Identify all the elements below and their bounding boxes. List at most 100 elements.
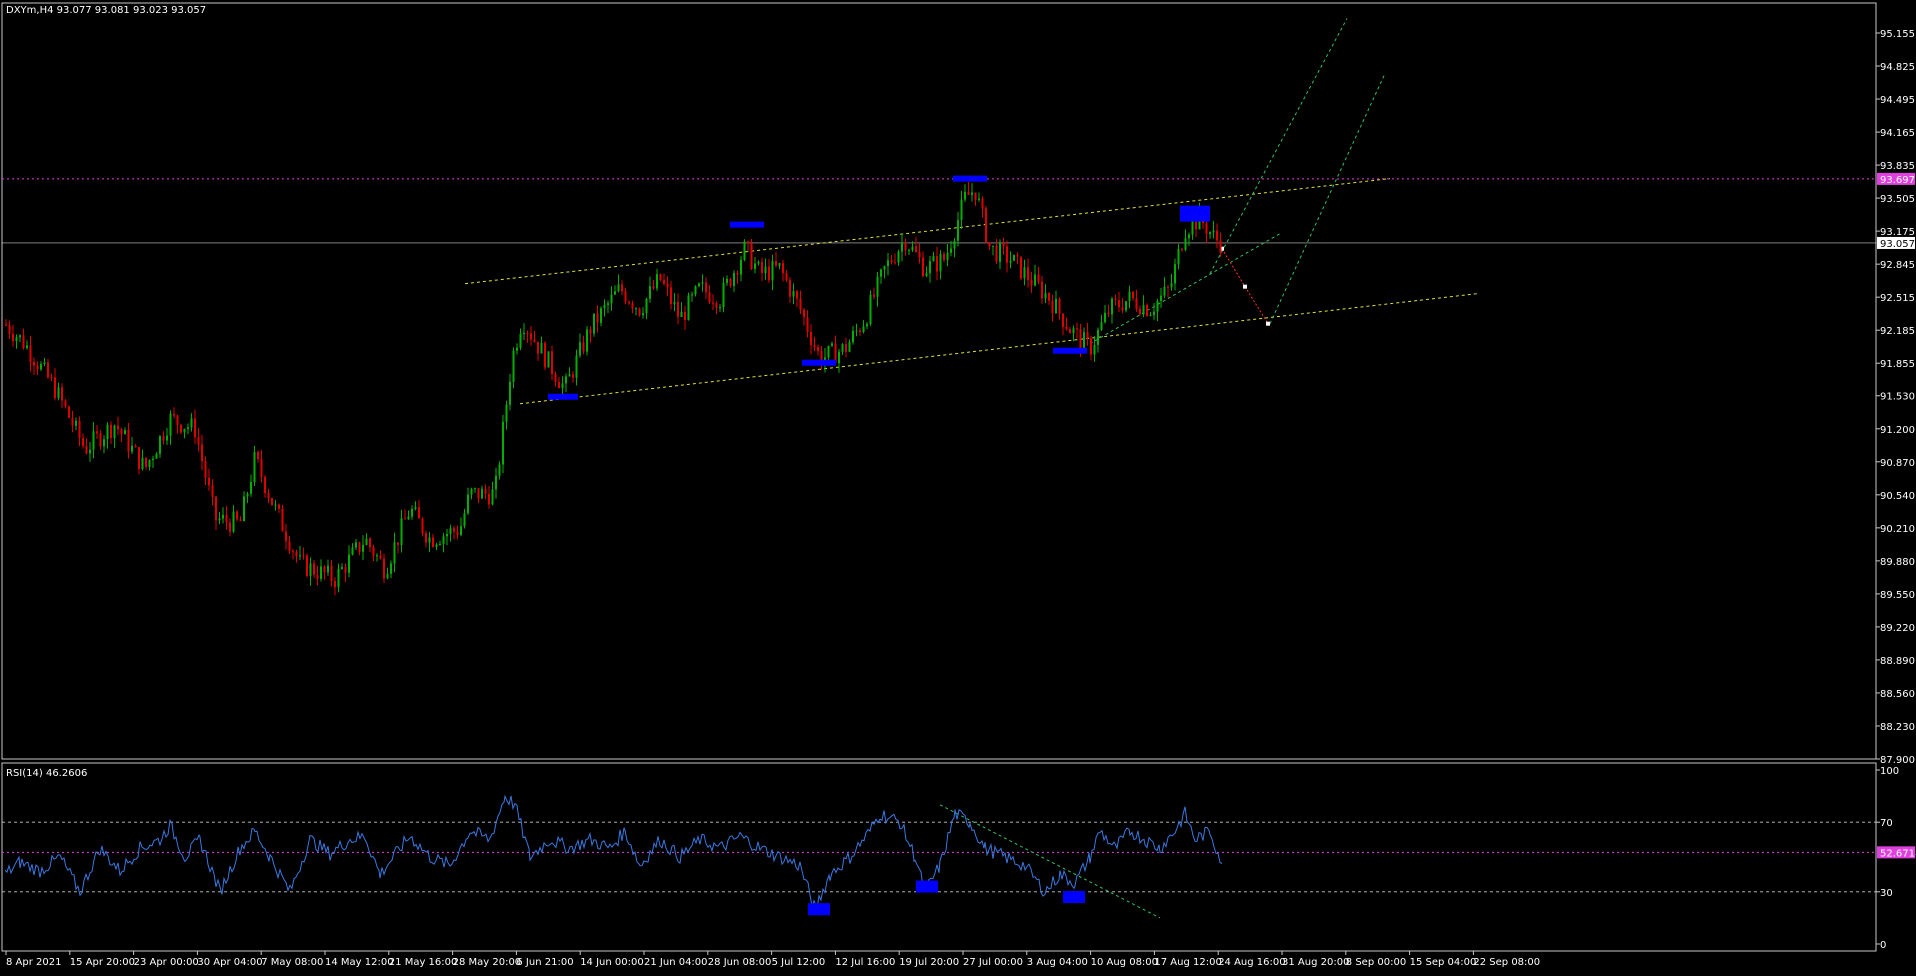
candle-body	[376, 555, 378, 557]
projection-point	[1243, 284, 1247, 289]
candle-body	[218, 518, 221, 521]
candle-body	[537, 341, 539, 354]
candle-body	[897, 251, 900, 263]
candle-body	[817, 347, 819, 352]
candle-body	[1153, 311, 1155, 316]
price-tick-label: 91.855	[1880, 359, 1915, 370]
candle-body	[1016, 254, 1019, 257]
candle-body	[698, 283, 700, 287]
candle-body	[1216, 230, 1218, 241]
candle-body	[204, 461, 207, 478]
candle-body	[656, 274, 658, 289]
candle-body	[610, 294, 613, 304]
price-tick-label: 94.825	[1880, 62, 1915, 73]
candle-body	[12, 333, 14, 341]
time-tick-label: 8 Sep 00:00	[1346, 957, 1406, 968]
time-tick-label: 28 May 20:00	[453, 957, 522, 968]
candle-body	[106, 424, 109, 440]
candle-body	[988, 242, 991, 247]
candle-body	[652, 286, 655, 289]
candle-body	[99, 433, 102, 447]
candle-body	[26, 345, 28, 349]
candle-body	[565, 376, 567, 384]
candle-body	[1051, 300, 1054, 314]
candle-body	[838, 351, 840, 364]
candle-body	[771, 261, 774, 281]
candle-body	[866, 324, 868, 327]
candle-body	[187, 427, 189, 429]
price-tick-label: 87.900	[1880, 755, 1915, 766]
candle-body	[425, 533, 427, 543]
rsi-line	[4, 794, 1223, 911]
candle-body	[803, 309, 805, 318]
candle-body	[1160, 295, 1162, 301]
candle-body	[600, 308, 602, 323]
candle-body	[386, 573, 389, 579]
channel-lower-line	[519, 293, 1478, 405]
candle-body	[992, 245, 994, 247]
candle-body	[645, 298, 648, 314]
candle-body	[180, 424, 182, 433]
candle-body	[519, 333, 522, 348]
candle-body	[960, 199, 963, 221]
rsi-tick-label: 70	[1880, 818, 1893, 829]
candle-body	[253, 451, 256, 483]
candle-body	[1125, 301, 1127, 311]
candle-body	[747, 241, 749, 244]
time-tick-label: 22 Sep 08:00	[1473, 957, 1540, 968]
candle-body	[526, 332, 529, 334]
candle-body	[778, 263, 781, 266]
price-tick-label: 94.495	[1880, 95, 1915, 106]
candle-body	[274, 504, 277, 506]
candle-body	[729, 278, 732, 286]
candle-body	[236, 511, 238, 520]
projection-point	[1266, 321, 1270, 326]
candle-body	[344, 567, 347, 573]
candle-body	[260, 459, 263, 477]
candle-body	[302, 555, 305, 557]
candle-body	[460, 526, 462, 536]
candle-body	[684, 311, 686, 321]
candle-body	[292, 551, 294, 553]
candle-body	[1121, 307, 1124, 311]
candle-body	[649, 286, 651, 299]
candle-body	[1076, 328, 1078, 330]
candle-body	[8, 324, 11, 334]
candle-body	[516, 347, 518, 351]
candle-body	[810, 332, 812, 346]
price-tick-label: 94.165	[1880, 128, 1915, 139]
candle-body	[488, 493, 490, 505]
candle-body	[617, 284, 620, 292]
candle-body	[57, 387, 60, 398]
candle-body	[880, 269, 882, 277]
candle-body	[754, 263, 756, 269]
candle-body	[852, 330, 854, 343]
candle-body	[722, 282, 725, 308]
candle-body	[29, 345, 32, 362]
candle-body	[40, 363, 42, 370]
price-header: DXYm,H4 93.077 93.081 93.023 93.057	[6, 5, 206, 16]
candle-body	[411, 508, 413, 517]
candle-body	[491, 489, 494, 505]
candle-body	[288, 541, 291, 552]
candle-body	[831, 343, 833, 346]
candle-body	[463, 513, 466, 527]
candle-body	[981, 198, 984, 209]
candle-body	[1072, 328, 1075, 334]
candle-body	[68, 406, 70, 418]
candle-body	[775, 261, 777, 266]
current-price-label: 93.057	[1880, 239, 1915, 250]
candle-body	[446, 534, 448, 537]
price-tick-label: 89.880	[1880, 557, 1915, 568]
candle-body	[768, 266, 770, 281]
candle-body	[355, 542, 357, 548]
candle-body	[327, 565, 329, 573]
price-tick-label: 90.870	[1880, 458, 1915, 469]
candle-body	[467, 494, 469, 514]
candle-body	[505, 404, 508, 422]
candle-body	[1013, 254, 1015, 261]
candle-body	[502, 421, 504, 465]
candle-body	[750, 243, 753, 269]
candle-body	[365, 538, 368, 545]
candle-body	[78, 420, 81, 438]
